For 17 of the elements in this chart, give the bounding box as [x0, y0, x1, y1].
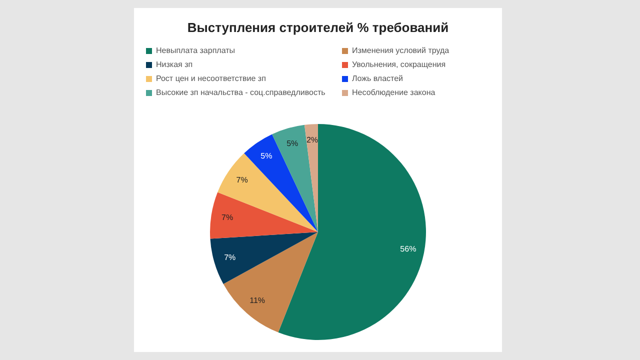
legend-label: Несоблюдение закона — [352, 88, 436, 97]
data-label: 5% — [286, 139, 298, 148]
legend-label: Увольнения, сокращения — [352, 60, 446, 69]
data-label: 7% — [222, 212, 234, 222]
data-label: 11% — [250, 296, 266, 306]
legend-label: Рост цен и несоответствие зп — [156, 74, 266, 83]
data-label: 56% — [400, 244, 416, 254]
legend-label: Невыплата зарплаты — [156, 46, 235, 55]
legend-label: Изменения условий труда — [352, 46, 450, 55]
legend-label: Высокие зп начальства - соц.справедливость — [156, 88, 326, 97]
data-label: 7% — [224, 252, 236, 262]
legend-label: Низкая зп — [156, 60, 193, 69]
chart-title: Выступления строителей % требований — [186, 20, 450, 35]
data-label: 5% — [260, 151, 272, 160]
data-label: 2% — [306, 136, 318, 145]
data-label: 7% — [236, 176, 248, 185]
legend-label: Ложь властей — [352, 74, 404, 83]
